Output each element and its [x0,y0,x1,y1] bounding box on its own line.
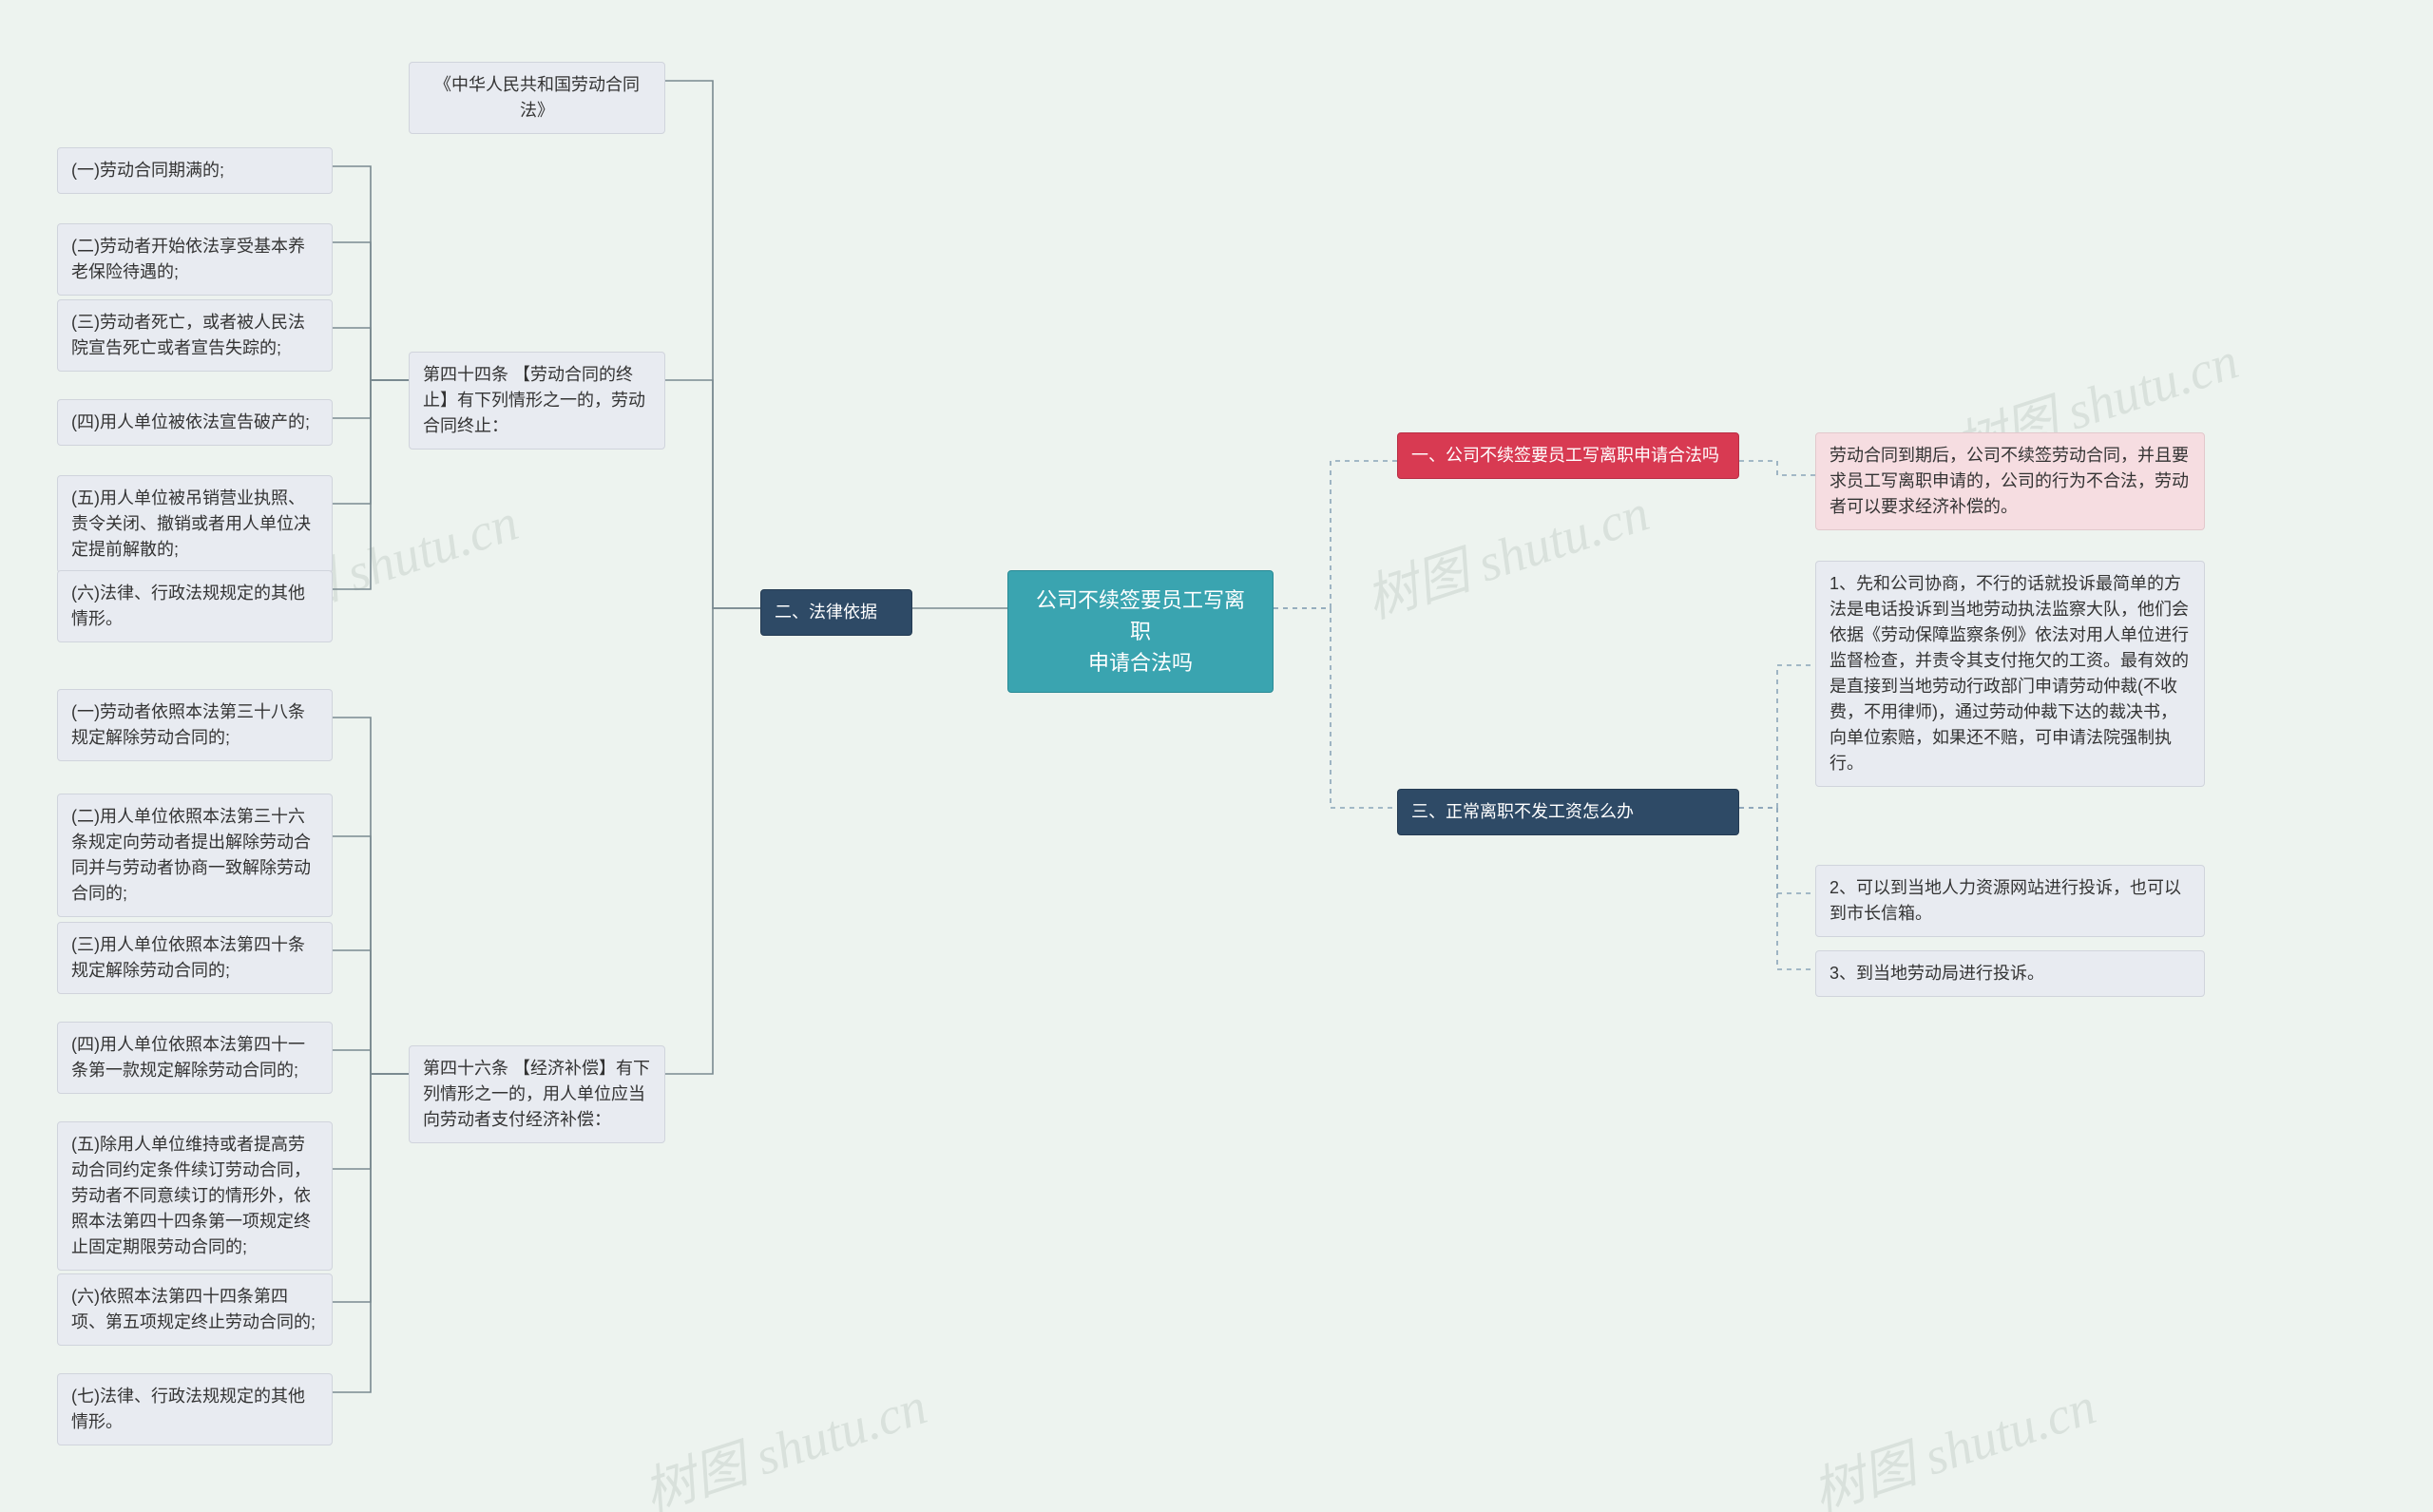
section-1-leaf: 劳动合同到期后，公司不续签劳动合同，并且要求员工写离职申请的，公司的行为不合法，… [1815,432,2205,530]
art46-item-6: (六)依照本法第四十四条第四项、第五项规定终止劳动合同的; [57,1273,333,1346]
art46-item-3: (三)用人单位依照本法第四十条规定解除劳动合同的; [57,922,333,994]
section-1-title[interactable]: 一、公司不续签要员工写离职申请合法吗 [1397,432,1739,479]
art44-item-5: (五)用人单位被吊销营业执照、责令关闭、撤销或者用人单位决定提前解散的; [57,475,333,573]
root-line2: 申请合法吗 [1027,647,1254,679]
law-title: 《中华人民共和国劳动合同法》 [409,62,665,134]
article-46-title: 第四十六条 【经济补偿】有下列情形之一的，用人单位应当向劳动者支付经济补偿： [409,1045,665,1143]
art46-item-4: (四)用人单位依照本法第四十一条第一款规定解除劳动合同的; [57,1022,333,1094]
section-2-title[interactable]: 二、法律依据 [760,589,912,636]
section-3-leaf-2: 2、可以到当地人力资源网站进行投诉，也可以到市长信箱。 [1815,865,2205,937]
art44-item-1: (一)劳动合同期满的; [57,147,333,194]
art44-item-2: (二)劳动者开始依法享受基本养老保险待遇的; [57,223,333,296]
art46-item-1: (一)劳动者依照本法第三十八条规定解除劳动合同的; [57,689,333,761]
article-44-title: 第四十四条 【劳动合同的终止】有下列情形之一的，劳动合同终止： [409,352,665,450]
art44-item-3: (三)劳动者死亡，或者被人民法院宣告死亡或者宣告失踪的; [57,299,333,372]
art44-item-4: (四)用人单位被依法宣告破产的; [57,399,333,446]
watermark: 树图 shutu.cn [632,1363,934,1512]
section-3-leaf-3: 3、到当地劳动局进行投诉。 [1815,950,2205,997]
section-3-leaf-1: 1、先和公司协商，不行的话就投诉最简单的方法是电话投诉到当地劳动执法监察大队，他… [1815,561,2205,787]
root-line1: 公司不续签要员工写离职 [1027,584,1254,647]
art46-item-5: (五)除用人单位维持或者提高劳动合同约定条件续订劳动合同，劳动者不同意续订的情形… [57,1121,333,1271]
art44-item-6: (六)法律、行政法规规定的其他情形。 [57,570,333,642]
art46-item-7: (七)法律、行政法规规定的其他情形。 [57,1373,333,1445]
watermark: 树图 shutu.cn [1801,1363,2103,1512]
root-node[interactable]: 公司不续签要员工写离职 申请合法吗 [1007,570,1274,693]
section-3-title[interactable]: 三、正常离职不发工资怎么办 [1397,789,1739,835]
watermark: 树图 shutu.cn [1354,469,1657,632]
art46-item-2: (二)用人单位依照本法第三十六条规定向劳动者提出解除劳动合同并与劳动者协商一致解… [57,794,333,917]
